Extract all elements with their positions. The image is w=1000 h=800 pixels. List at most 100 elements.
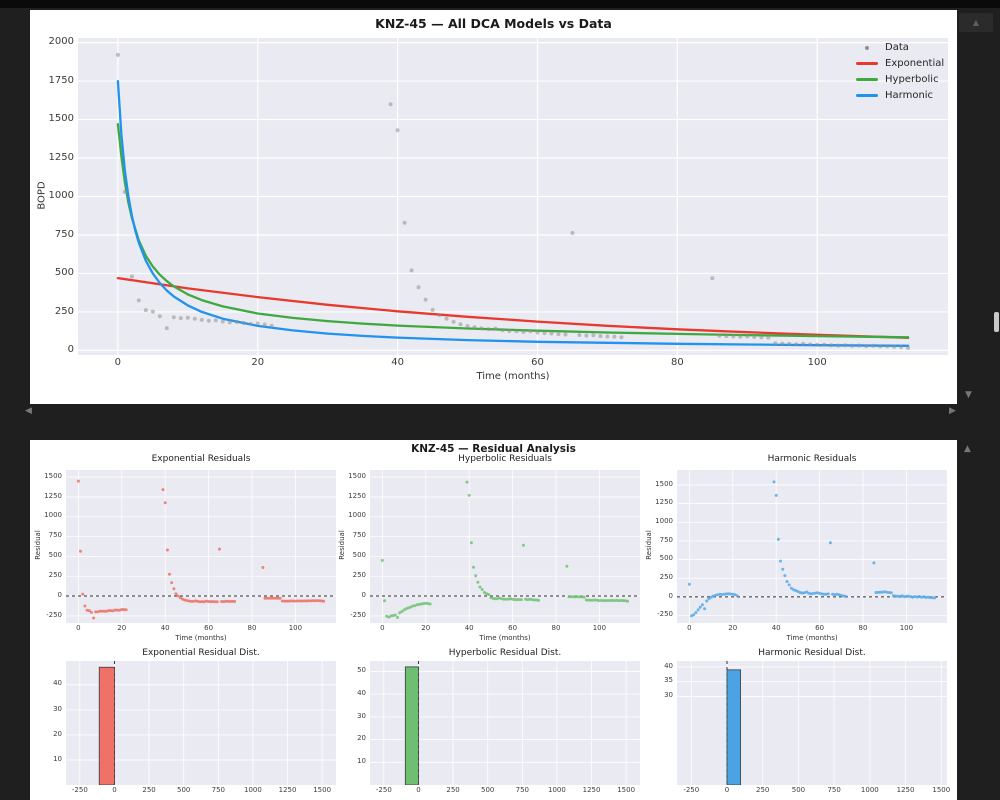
figure-dca-models: KNZ-45 — All DCA Models vs Data Time (mo… bbox=[30, 10, 957, 404]
y-tick-label: 1250 bbox=[348, 491, 366, 500]
y-tick-label: 0 bbox=[57, 590, 62, 599]
figure-title-dca: KNZ-45 — All DCA Models vs Data bbox=[375, 16, 612, 31]
legend-swatch bbox=[856, 62, 878, 65]
legend-entry: Data bbox=[856, 41, 944, 54]
y-tick-label: 2000 bbox=[48, 36, 74, 48]
y-tick-label: 1000 bbox=[48, 190, 74, 202]
y-tick-label: 0 bbox=[67, 344, 74, 356]
y-tick-label: 40 bbox=[664, 661, 673, 670]
x-tick-label: 20 bbox=[728, 624, 738, 632]
x-tick-label: 60 bbox=[531, 357, 544, 368]
x-tick-label: 0 bbox=[114, 357, 122, 368]
y-tick-label: 1500 bbox=[48, 113, 74, 125]
legend-dot-marker bbox=[865, 45, 869, 50]
figure-title-residuals: KNZ-45 — Residual Analysis bbox=[411, 443, 576, 455]
y-tick-label: 1000 bbox=[348, 511, 366, 520]
y-tick-label: 750 bbox=[48, 531, 62, 540]
legend-swatch bbox=[856, 94, 878, 97]
x-tick-label: 1250 bbox=[896, 786, 915, 794]
main-chart-canvas bbox=[78, 38, 948, 355]
histogram-harmonic bbox=[677, 661, 947, 785]
y-tick-label: 1250 bbox=[48, 151, 74, 163]
x-tick-label: 500 bbox=[177, 786, 191, 794]
x-tick-label: 80 bbox=[551, 624, 561, 632]
x-tick-label: 250 bbox=[142, 786, 156, 794]
subplot-title-harmonic-residuals: Harmonic Residuals bbox=[767, 454, 857, 464]
x-tick-label: 0 bbox=[76, 624, 81, 632]
x-tick-label: 0 bbox=[416, 786, 421, 794]
x-tick-label: 0 bbox=[112, 786, 117, 794]
y-tick-label: 500 bbox=[48, 551, 62, 560]
x-tick-label: 100 bbox=[899, 624, 914, 632]
subplot-title-exponential-dist: Exponential Residual Dist. bbox=[142, 648, 260, 658]
y-tick-label: 0 bbox=[361, 590, 366, 599]
x-axis-label-residual-2: Time (months) bbox=[479, 634, 531, 642]
x-tick-label: 100 bbox=[592, 624, 607, 632]
x-tick-label: 40 bbox=[160, 624, 170, 632]
y-tick-label: 500 bbox=[659, 554, 673, 563]
y-tick-label: 35 bbox=[664, 676, 673, 685]
x-tick-label: 40 bbox=[771, 624, 781, 632]
y-tick-label: 1500 bbox=[655, 479, 673, 488]
x-tick-label: 750 bbox=[515, 786, 529, 794]
scroll-right-icon[interactable]: ▶ bbox=[949, 406, 956, 416]
x-tick-label: 80 bbox=[670, 357, 684, 368]
x-tick-label: 750 bbox=[827, 786, 841, 794]
x-tick-label: 0 bbox=[380, 624, 385, 632]
subplot-title-harmonic-dist: Harmonic Residual Dist. bbox=[758, 648, 866, 658]
y-tick-label: 750 bbox=[659, 535, 673, 544]
subplot-title-hyperbolic-dist: Hyperbolic Residual Dist. bbox=[448, 648, 562, 658]
y-tick-label: 10 bbox=[357, 756, 366, 765]
scroll-up-button-top[interactable]: ▲ bbox=[959, 13, 993, 32]
scroll-left-icon[interactable]: ◀ bbox=[25, 406, 32, 416]
residual-plot-hyperbolic bbox=[370, 470, 640, 623]
legend-label: Exponential bbox=[885, 58, 945, 69]
y-tick-label: 1250 bbox=[655, 498, 673, 507]
y-tick-label: 1750 bbox=[48, 74, 74, 86]
y-tick-label: 250 bbox=[48, 570, 62, 579]
y-tick-label: 1500 bbox=[44, 471, 62, 480]
x-tick-label: 80 bbox=[247, 624, 257, 632]
x-tick-label: -250 bbox=[375, 786, 392, 794]
x-tick-label: 1000 bbox=[244, 786, 262, 794]
scroll-down-icon[interactable]: ▼ bbox=[965, 390, 972, 400]
x-tick-label: 1250 bbox=[582, 786, 601, 794]
residual-plot-exponential bbox=[66, 470, 336, 623]
y-tick-label: 1000 bbox=[655, 516, 673, 525]
x-tick-label: 100 bbox=[807, 357, 827, 368]
x-tick-label: 750 bbox=[211, 786, 225, 794]
x-tick-label: 1500 bbox=[617, 786, 636, 794]
top-strip bbox=[0, 0, 1000, 8]
y-tick-label: 500 bbox=[54, 267, 74, 279]
y-tick-label: 250 bbox=[352, 570, 366, 579]
x-tick-label: 80 bbox=[858, 624, 868, 632]
legend-entry: Hyperbolic bbox=[856, 73, 944, 86]
y-tick-label: 50 bbox=[357, 666, 366, 675]
y-tick-label: 0 bbox=[668, 591, 673, 600]
x-tick-label: 60 bbox=[508, 624, 518, 632]
x-tick-label: 250 bbox=[756, 786, 770, 794]
x-axis-label-residual-1: Time (months) bbox=[175, 634, 227, 642]
x-tick-label: 500 bbox=[481, 786, 495, 794]
y-tick-label: 250 bbox=[659, 572, 673, 581]
x-tick-label: 0 bbox=[687, 624, 692, 632]
x-tick-label: -250 bbox=[683, 786, 700, 794]
legend-label: Data bbox=[885, 42, 909, 53]
scroll-up-icon-lower[interactable]: ▲ bbox=[964, 444, 971, 454]
y-tick-label: 40 bbox=[357, 688, 366, 697]
x-tick-label: -250 bbox=[71, 786, 88, 794]
x-tick-label: 60 bbox=[815, 624, 825, 632]
legend-swatch bbox=[856, 78, 878, 81]
x-tick-label: 20 bbox=[251, 357, 265, 368]
subplot-title-exponential-residuals: Exponential Residuals bbox=[151, 454, 251, 464]
legend-swatch bbox=[856, 45, 878, 50]
y-tick-label: 250 bbox=[54, 305, 74, 317]
legend-label: Harmonic bbox=[885, 90, 934, 101]
x-axis-label-residual-3: Time (months) bbox=[786, 634, 838, 642]
residual-plot-harmonic bbox=[677, 470, 947, 623]
y-tick-label: 750 bbox=[54, 228, 74, 240]
histogram-hyperbolic bbox=[370, 661, 640, 785]
scrollbar-thumb[interactable] bbox=[994, 312, 999, 332]
x-tick-label: 1000 bbox=[860, 786, 879, 794]
x-tick-label: 1250 bbox=[278, 786, 297, 794]
